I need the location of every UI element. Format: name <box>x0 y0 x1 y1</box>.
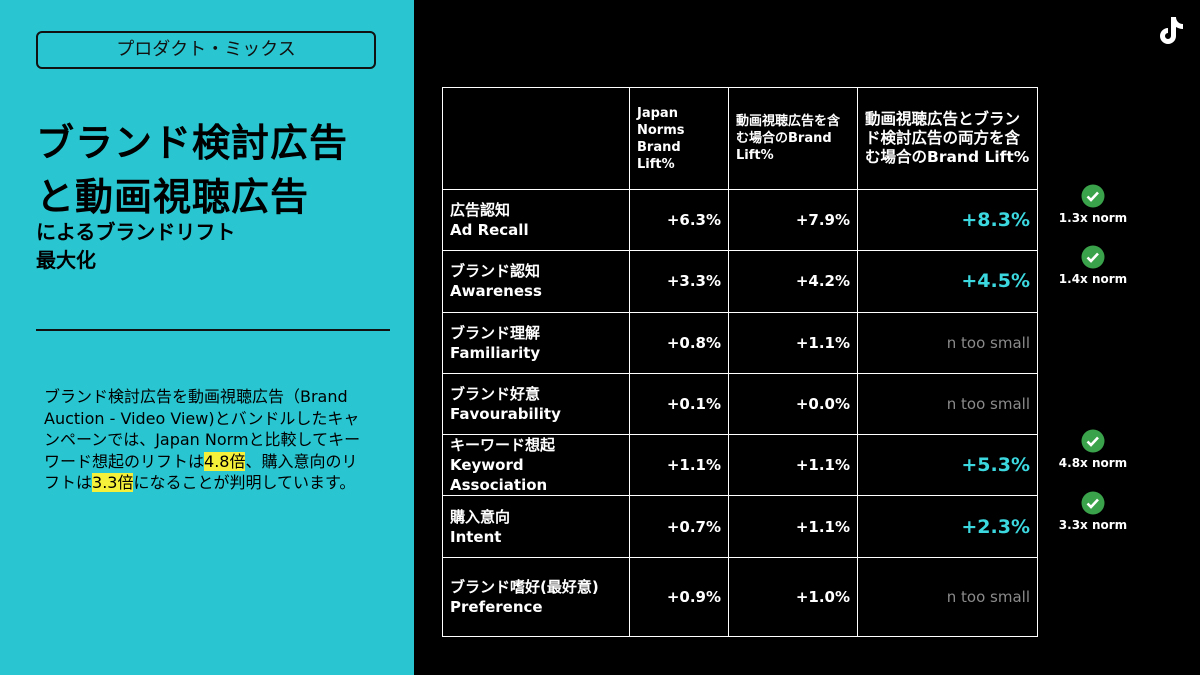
label-en: Ad Recall <box>450 221 529 240</box>
row: 広告認知 Ad Recall +6.3% +7.9% +8.3% <box>442 188 1038 252</box>
label-ja: ブランド嗜好(最好意) <box>450 577 599 596</box>
header: 動画視聴広告を含む場合のBrand Lift% <box>728 87 858 190</box>
check-icon <box>1081 245 1105 269</box>
label-ja: 広告認知 <box>450 201 511 220</box>
subtitle-line: 最大化 <box>36 248 96 272</box>
cell: +1.1% <box>728 495 858 558</box>
table: Japan Norms Brand Lift% 動画視聴広告を含む場合のBran… <box>442 87 1038 637</box>
body-text: ブランド検討広告を動画視聴広告（Brand Auction - Video Vi… <box>44 386 364 494</box>
corner <box>442 87 630 190</box>
cell: +0.1% <box>629 372 729 436</box>
label-ja: ブランド好意 <box>450 385 541 404</box>
cell: +0.9% <box>629 556 729 637</box>
row: ブランド認知 Awareness +3.3% +4.2% +4.5% <box>442 250 1038 313</box>
cell: +7.9% <box>728 188 858 252</box>
norm-text: 1.4x norm <box>1058 272 1128 287</box>
cell: +6.3% <box>629 188 729 252</box>
row-label: 購入意向 Intent <box>442 495 630 558</box>
norm-text: 4.8x norm <box>1058 456 1128 471</box>
cell: n too small <box>857 556 1038 637</box>
row: キーワード想起 Keyword Association +1.1% +1.1% +5.3… <box>442 434 1038 497</box>
norm-text: 3.3x norm <box>1058 517 1128 532</box>
cell: +0.8% <box>629 311 729 374</box>
cell: +0.0% <box>728 372 858 436</box>
norm-text: 1.3x norm <box>1058 211 1128 225</box>
cell: +5.3% <box>857 434 1038 497</box>
cell: +1.0% <box>728 556 858 637</box>
check-icon <box>1081 184 1105 208</box>
row: ブランド理解 Familiarity +0.8% +1.1% n too small <box>442 311 1038 374</box>
cell: +8.3% <box>857 188 1038 252</box>
header-row: Japan Norms Brand Lift% 動画視聴広告を含む場合のBran… <box>442 87 1038 190</box>
label-ja: キーワード想起 <box>450 436 556 455</box>
cell: +3.3% <box>629 250 729 313</box>
row: ブランド嗜好(最好意) Preference +0.9% +1.0% n too sma… <box>442 556 1038 637</box>
label-ja: 購入意向 <box>450 507 511 526</box>
cell: +1.1% <box>728 434 858 497</box>
logo <box>1160 17 1183 44</box>
check-icon <box>1081 491 1105 514</box>
label-en: Keyword Association <box>450 456 548 495</box>
cell: +1.1% <box>629 434 729 497</box>
header: 動画視聴広告とブランド検討広告の両方を含む場合のBrand Lift% <box>857 87 1038 190</box>
cell: n too small <box>857 311 1038 374</box>
left-panel: プロダクト・ミックス ブランド検討広告 と動画視聴広告 によるブランドリフト 最… <box>0 0 414 675</box>
title-line: と動画視聴広告 <box>36 175 310 219</box>
row-label: キーワード想起 Keyword Association <box>442 434 630 497</box>
row-label: ブランド理解 Familiarity <box>442 311 630 374</box>
row-label: 広告認知 Ad Recall <box>442 188 630 252</box>
label-en: Favourability <box>450 405 561 424</box>
cell: +2.3% <box>857 495 1038 558</box>
row-label: ブランド嗜好(最好意) Preference <box>442 556 630 637</box>
label-en: Preference <box>450 597 543 616</box>
label-en: Familiarity <box>450 343 541 362</box>
cell: +1.1% <box>728 311 858 374</box>
label-en: Intent <box>450 527 502 546</box>
text: ブランド検討広告を動画視聴広告（Brand Auction - Video Vi… <box>44 387 361 471</box>
check-icon <box>1081 429 1105 453</box>
subtitle-line: によるブランドリフト <box>36 220 236 244</box>
cell: n too small <box>857 372 1038 436</box>
row-label: ブランド好意 Favourability <box>442 372 630 436</box>
text: 、購入意向のリフトは <box>44 451 358 493</box>
tag: プロダクト・ミックス <box>36 31 376 69</box>
cell: +4.2% <box>728 250 858 313</box>
label-ja: ブランド認知 <box>450 262 541 281</box>
highlight: 3.3倍 <box>92 473 134 492</box>
row: ブランド好意 Favourability +0.1% +0.0% n too small <box>442 372 1038 436</box>
norm-badge: 3.3x norm <box>1053 491 1133 532</box>
norm-badge: 1.3x norm <box>1053 184 1133 225</box>
row-label: ブランド認知 Awareness <box>442 250 630 313</box>
cell: +0.7% <box>629 495 729 558</box>
norm-badge: 4.8x norm <box>1053 429 1133 470</box>
row: 購入意向 Intent +0.7% +1.1% +2.3% <box>442 495 1038 558</box>
norm-badge: 1.4x norm <box>1053 245 1133 286</box>
label-en: Awareness <box>450 282 542 301</box>
text: になることが判明しています。 <box>133 473 356 492</box>
highlight: 4.8倍 <box>204 451 246 471</box>
title-line: ブランド検討広告 <box>36 121 349 165</box>
label-ja: ブランド理解 <box>450 323 541 342</box>
cell: +4.5% <box>857 250 1038 313</box>
divider <box>36 329 390 331</box>
header: Japan Norms Brand Lift% <box>629 87 729 190</box>
